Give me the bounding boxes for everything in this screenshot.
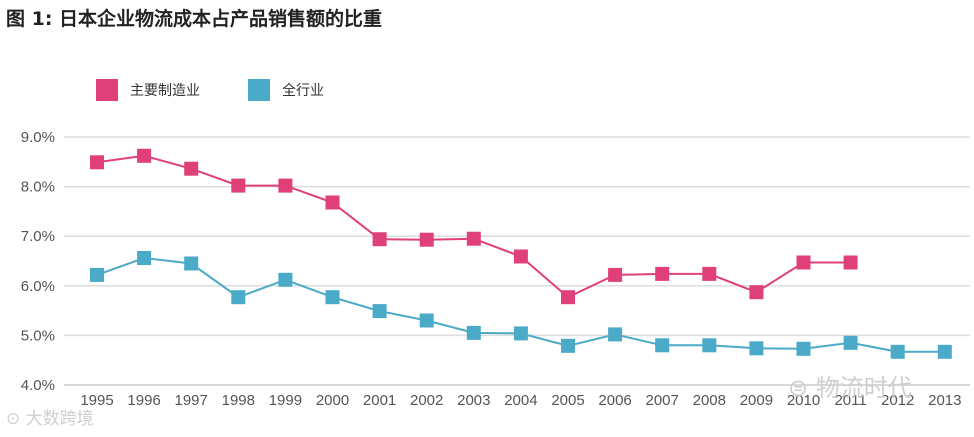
series-0-point-2008 (702, 266, 717, 281)
series-1-point-1995 (90, 267, 104, 282)
series-0-point-2011 (843, 255, 858, 270)
series-0-point-2002 (419, 232, 434, 247)
series-1-point-2003 (466, 325, 481, 340)
series-1-point-2008 (702, 338, 717, 353)
x-tick-label-2002: 2002 (410, 392, 443, 409)
legend: 主要制造业 全行业 (96, 79, 372, 101)
y-tick-label-1: 5.0% (21, 327, 55, 344)
series-1-point-2007 (655, 338, 670, 353)
series-0-point-1998 (231, 178, 246, 193)
series-1-point-2002 (419, 313, 434, 328)
series-1-point-2000 (325, 290, 340, 305)
series-0-point-2004 (513, 249, 528, 264)
series-0-point-2009 (749, 285, 764, 300)
y-tick-label-4: 8.0% (21, 179, 55, 196)
series-1-point-1998 (231, 290, 246, 305)
y-tick-label-0: 4.0% (21, 377, 55, 394)
y-tick-label-2: 6.0% (21, 278, 55, 295)
series-1-point-1996 (137, 251, 152, 265)
legend-label-all-industries: 全行业 (282, 83, 324, 99)
x-tick-label-2013: 2013 (928, 392, 961, 409)
watermark-right-text: 物流时代 (815, 374, 912, 402)
x-tick-label-2010: 2010 (787, 392, 820, 409)
x-tick-label-2005: 2005 (551, 392, 584, 409)
x-tick-label-2001: 2001 (363, 392, 396, 409)
x-tick-label-1997: 1997 (175, 392, 208, 409)
x-tick-label-1998: 1998 (222, 392, 255, 409)
x-tick-label-2009: 2009 (740, 392, 773, 409)
chart-title: 图 1: 日本企业物流成本占产品销售额的比重 (6, 8, 383, 30)
watermark-left: ⊙ 大数跨境 (6, 404, 94, 429)
series-1-point-2010 (796, 341, 811, 356)
x-tick-label-2012: 2012 (881, 392, 914, 409)
y-tick-label-3: 7.0% (21, 228, 55, 245)
series-1-point-2006 (608, 327, 623, 342)
series-1-point-2012 (890, 344, 905, 359)
x-tick-label-2007: 2007 (646, 392, 679, 409)
series-0-point-1997 (184, 161, 199, 176)
legend-item-manufacturing: 主要制造业 (96, 79, 200, 101)
series-0-point-2003 (466, 231, 481, 246)
x-tick-label-2011: 2011 (834, 392, 866, 409)
x-tick-label-2000: 2000 (316, 392, 349, 409)
series-1-point-2004 (513, 326, 528, 341)
legend-swatch-all-industries (248, 79, 270, 101)
y-tick-label-5: 9.0% (21, 129, 55, 146)
watermark-right: ⊜ 物流时代 (788, 368, 912, 403)
series-1-point-2011 (843, 335, 858, 350)
x-tick-label-2003: 2003 (457, 392, 490, 409)
series-0-point-2007 (655, 266, 670, 281)
series-0-point-1999 (278, 178, 293, 193)
legend-swatch-manufacturing (96, 79, 118, 101)
x-tick-label-2004: 2004 (504, 392, 537, 409)
logo-icon: ⊙ (6, 409, 26, 429)
legend-item-all-industries: 全行业 (248, 79, 324, 101)
legend-label-manufacturing: 主要制造业 (130, 83, 200, 99)
series-0-point-2001 (372, 232, 387, 247)
series-1-point-2001 (372, 304, 387, 319)
series-0-point-2010 (796, 255, 811, 270)
wechat-icon: ⊜ (788, 374, 816, 402)
series-1-point-1997 (184, 256, 199, 271)
series-0-point-2005 (561, 290, 575, 305)
x-tick-label-2006: 2006 (598, 392, 631, 409)
series-0-point-1996 (137, 148, 152, 163)
series-1-point-2005 (561, 338, 575, 353)
series-0-point-1995 (90, 155, 104, 170)
series-0-point-2000 (325, 195, 340, 210)
x-tick-label-1995: 1995 (80, 392, 113, 409)
watermark-left-text: 大数跨境 (25, 409, 94, 429)
series-1-point-1999 (278, 272, 293, 287)
x-tick-label-1999: 1999 (269, 392, 302, 409)
series-1-point-2009 (749, 341, 764, 356)
series-1-point-2013 (937, 344, 952, 359)
x-tick-label-1996: 1996 (127, 392, 160, 409)
series-0-point-2006 (608, 267, 623, 282)
x-tick-label-2008: 2008 (693, 392, 726, 409)
